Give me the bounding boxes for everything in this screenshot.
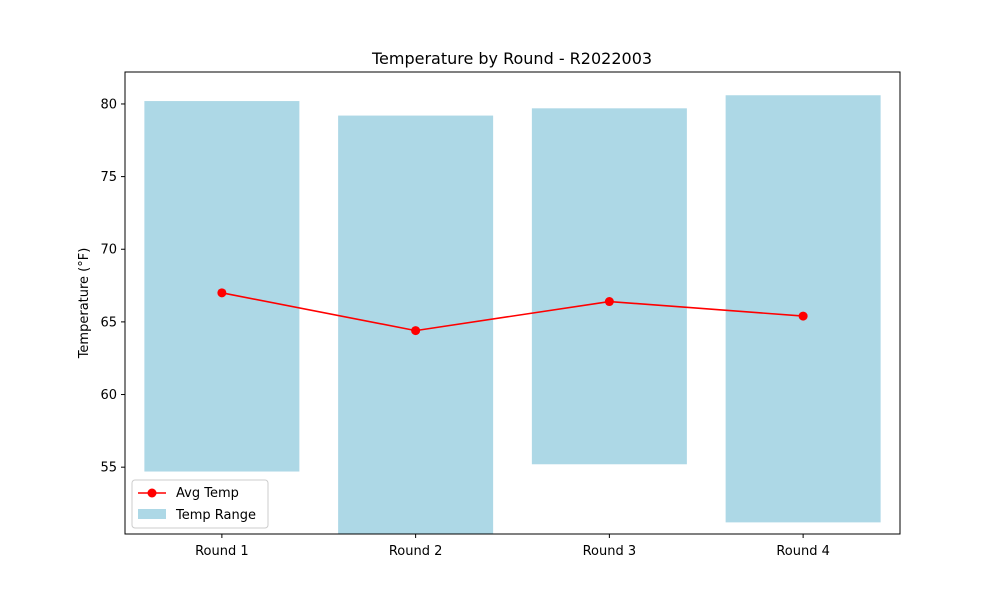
y-tick-label: 80 [100,97,117,112]
y-tick-label: 60 [100,388,117,403]
y-tick-label: 55 [100,461,117,476]
x-tick-label: Round 2 [389,544,443,559]
range-bar [725,95,881,523]
avg-temp-point [217,288,227,298]
x-tick-label: Round 1 [195,544,249,559]
legend-avg-label: Avg Temp [176,486,239,501]
x-tick-label: Round 4 [776,544,830,559]
x-tick-label: Round 3 [583,544,637,559]
legend-range-label: Temp Range [175,508,256,523]
range-bar [338,115,494,535]
y-tick-label: 70 [100,243,117,258]
y-tick-label: 75 [100,170,117,185]
x-ticks: Round 1 Round 2 Round 3 Round 4 [195,534,830,559]
range-bar [531,108,687,465]
legend-range-swatch [138,509,166,519]
y-tick-label: 65 [100,315,117,330]
range-bar [144,101,300,472]
legend: Avg Temp Temp Range [131,479,269,529]
chart-title: Temperature by Round - R2022003 [371,49,652,68]
bars-layer [144,95,881,535]
avg-temp-point [604,297,614,307]
avg-temp-point [798,311,808,321]
legend-avg-marker [147,488,157,498]
y-ticks: 55 60 65 70 75 80 [100,97,125,476]
y-axis-label: Temperature (°F) [77,248,92,360]
avg-temp-line [221,292,804,332]
avg-temp-point [411,326,421,336]
line-layer [217,288,808,336]
plot-frame [124,71,901,535]
